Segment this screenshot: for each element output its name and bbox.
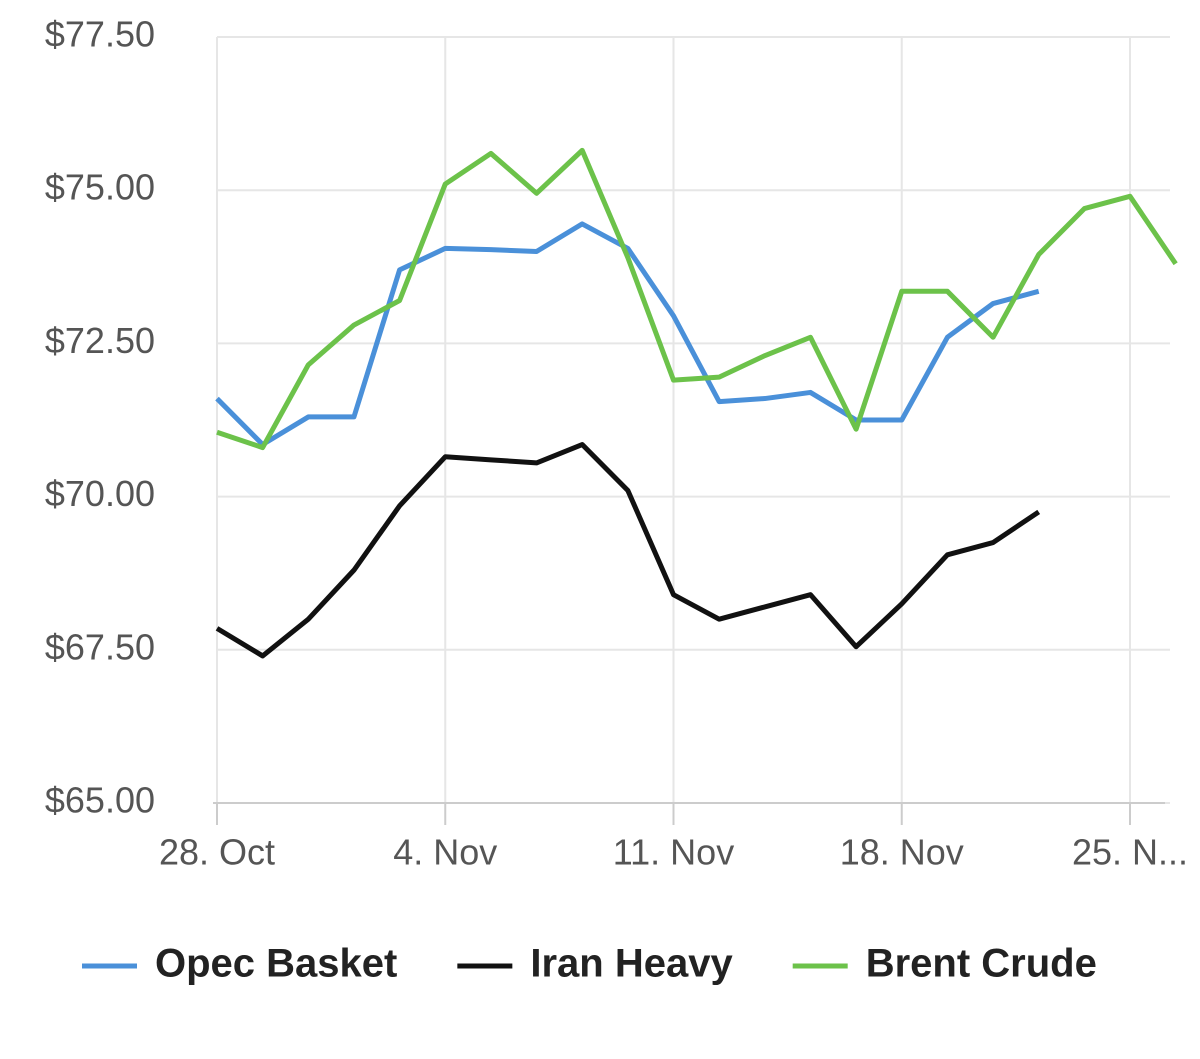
y-tick-label: $75.00 [45,167,155,208]
x-tick-label: 28. Oct [159,832,275,873]
legend-label: Opec Basket [155,942,397,986]
x-tick-label: 4. Nov [393,832,497,873]
legend-label: Iran Heavy [530,942,733,986]
series-line [215,442,1041,659]
y-tick-label: $65.00 [45,780,155,821]
x-tick-label: 11. Nov [613,832,734,873]
y-tick-label: $77.50 [45,14,155,55]
x-tick-label: 18. Nov [840,832,964,873]
series-line [215,221,1040,448]
series-line [216,147,1178,451]
y-tick-label: $67.50 [45,626,155,667]
y-tick-label: $70.00 [45,473,155,514]
x-tick-label: 25. N... [1072,832,1188,873]
y-tick-label: $72.50 [45,320,155,361]
legend-label: Brent Crude [866,942,1097,986]
